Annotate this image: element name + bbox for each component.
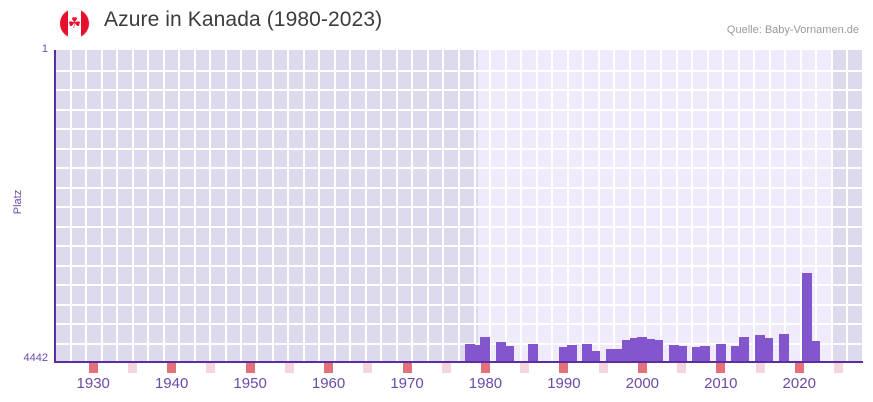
bar [645,339,656,362]
gridline-horizontal [54,206,862,208]
tickmark-minor [598,363,608,373]
bar [715,343,726,362]
tickmark-major [637,363,647,373]
x-axis-tick-label: 1990 [547,375,581,392]
bar [621,340,632,362]
tickmark-major [559,363,569,373]
gridline-horizontal [54,186,862,189]
gridline-horizontal [54,245,862,247]
y-axis-line [54,50,56,363]
bar [676,345,687,362]
bar [778,333,789,362]
gridline-horizontal [54,69,862,72]
bar [700,346,711,362]
tickmark-minor [206,363,216,373]
x-axis-tick-label: 2020 [782,375,816,392]
bar [558,347,569,362]
gridline-horizontal [54,225,862,228]
tickmark-major [480,363,490,373]
gridline-horizontal [54,128,862,130]
flag-band-right [81,9,89,38]
tickmark-major [716,363,726,373]
y-axis-tick-bottom: 4442 [23,352,48,364]
bar [480,336,491,362]
gridline-horizontal [54,147,862,150]
gridline-horizontal [54,108,862,111]
x-axis-tick-label: 1940 [154,375,189,392]
gridline-horizontal [54,323,862,325]
flag-band-left [60,9,68,38]
bar [668,345,679,362]
gridline-horizontal [54,167,862,169]
bar [755,335,766,362]
bar [653,340,664,362]
bar [637,336,648,362]
bar [731,345,742,362]
tickmark-major [324,363,334,373]
tickmark-major [245,363,255,373]
tickmark-minor [441,363,451,373]
tickmark-major [794,363,804,373]
plot-area [54,50,862,362]
bar [566,345,577,362]
bar [613,348,624,362]
x-axis-tick-label: 1960 [311,375,346,392]
bar [527,344,538,362]
y-axis-title: Platz [12,189,24,215]
gridline-horizontal [54,342,862,345]
x-axis-tick-label: 1950 [233,375,267,392]
bar [590,351,601,362]
bar [464,343,475,362]
bar [582,343,593,362]
maple-leaf-icon: ☘ [67,15,82,32]
bar [692,347,703,362]
x-axis-tick-label: 2010 [704,375,738,392]
gridline-horizontal [54,303,862,306]
tickmark-minor [833,363,843,373]
x-axis-tick-label: 1930 [76,375,110,392]
tickmark-major [167,363,177,373]
bar [605,348,616,362]
tickmark-minor [284,363,294,373]
canada-flag-icon: ☘ [60,9,89,38]
gridline-horizontal [54,284,862,286]
bar [496,342,507,362]
gridline-horizontal [54,89,862,91]
tickmark-major [402,363,412,373]
x-axis-tick-label: 1970 [390,375,424,392]
tickmark-minor [127,363,137,373]
x-axis-tick-label: 2000 [625,375,660,392]
gridline-horizontal [54,264,862,267]
tickmark-minor [520,363,530,373]
page-title: Azure in Kanada (1980-2023) [104,8,383,31]
bar [472,345,483,362]
x-axis-tick-label: 1980 [468,375,503,392]
bar [809,340,820,362]
bar [762,337,773,362]
x-axis-line [54,361,863,363]
tickmark-minor [677,363,687,373]
tickmark-minor [363,363,373,373]
y-axis-tick-top: 1 [41,43,48,55]
tickmark-major [88,363,98,373]
bar [739,336,750,362]
bar [503,345,514,362]
source-label: Quelle: Baby-Vornamen.de [726,24,859,36]
bar [802,273,813,362]
chart-header: ☘ Azure in Kanada (1980-2023) Quelle: Ba… [0,0,873,46]
bar [629,337,640,362]
tickmark-minor [755,363,765,373]
